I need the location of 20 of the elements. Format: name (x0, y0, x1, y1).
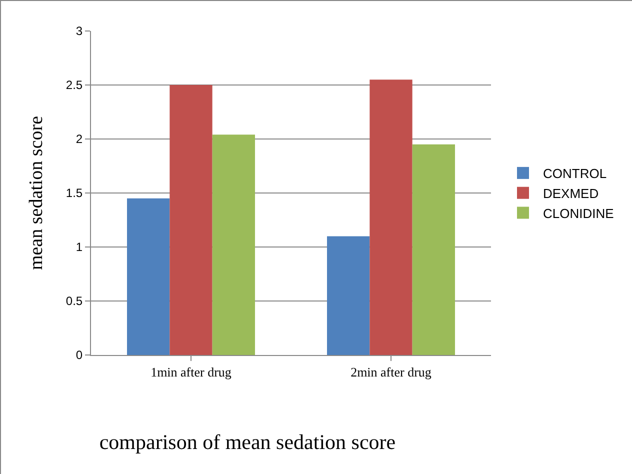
x-tick-label: 2min after drug (350, 364, 432, 380)
y-tick-label: 3 (76, 24, 83, 38)
y-tick-label: 2 (76, 132, 83, 146)
y-axis-title: mean sedation score (26, 116, 47, 270)
legend-label: DEXMED (543, 186, 599, 201)
bar (170, 85, 212, 355)
y-tick-label: 2.5 (66, 78, 83, 92)
bar (212, 134, 255, 355)
y-tick-label: 1 (76, 240, 83, 254)
bar (412, 144, 455, 355)
y-tick-label: 0 (76, 348, 83, 362)
y-tick-label: 0.5 (66, 294, 83, 308)
x-tick-label: 1min after drug (150, 364, 232, 380)
text: comparison of mean sedation score (99, 430, 396, 454)
legend-label: CLONIDINE (543, 206, 614, 221)
bar (127, 198, 170, 355)
bar (327, 236, 370, 355)
legend-label: CONTROL (543, 166, 607, 182)
y-tick-label: 1.5 (66, 186, 83, 200)
bar (370, 80, 412, 355)
